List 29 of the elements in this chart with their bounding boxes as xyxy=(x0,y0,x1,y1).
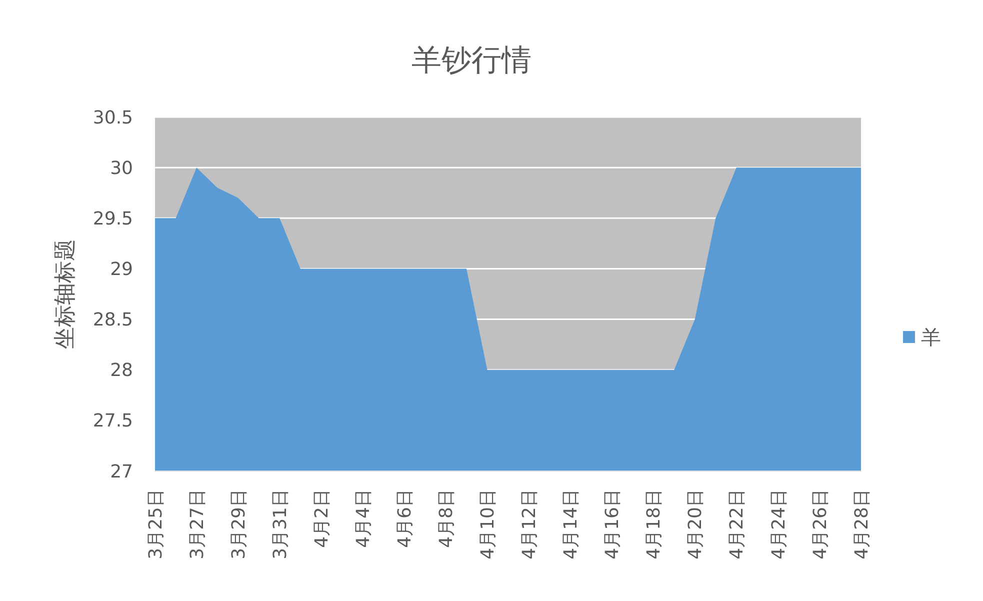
y-tick-label: 30.5 xyxy=(92,107,133,128)
y-tick-label: 27 xyxy=(110,461,133,482)
x-tick-label: 3月31日 xyxy=(270,489,291,560)
x-tick-label: 4月4日 xyxy=(352,489,374,548)
x-tick-label: 4月16日 xyxy=(602,489,624,560)
x-tick-label: 4月10日 xyxy=(478,489,499,560)
x-tick-label: 4月24日 xyxy=(768,489,790,560)
chart-title: 羊钞行情 xyxy=(412,43,532,78)
legend-label: 羊 xyxy=(921,325,941,349)
x-tick-label: 4月8日 xyxy=(436,489,458,548)
x-tick-label: 4月18日 xyxy=(644,489,665,560)
x-tick-label: 4月14日 xyxy=(560,489,582,560)
y-tick-label: 28 xyxy=(110,360,133,382)
y-axis-title: 坐标轴标题 xyxy=(53,239,78,349)
x-tick-label: 4月2日 xyxy=(311,489,332,548)
x-tick-label: 3月29日 xyxy=(228,489,250,560)
x-tick-label: 4月12日 xyxy=(519,489,540,560)
x-tick-label: 4月20日 xyxy=(685,489,706,560)
x-tick-label: 4月28日 xyxy=(851,489,872,560)
x-tick-label: 3月25日 xyxy=(145,489,166,560)
x-tick-label: 4月6日 xyxy=(394,489,416,548)
x-tick-label: 3月27日 xyxy=(186,489,208,560)
y-tick-label: 27.5 xyxy=(92,410,133,432)
y-tick-label: 30 xyxy=(110,158,133,179)
y-tick-label: 29 xyxy=(110,259,133,280)
y-tick-label: 29.5 xyxy=(92,208,133,230)
y-tick-label: 28.5 xyxy=(92,310,133,331)
x-tick-label: 4月22日 xyxy=(726,489,748,560)
x-tick-label: 4月26日 xyxy=(810,489,831,560)
